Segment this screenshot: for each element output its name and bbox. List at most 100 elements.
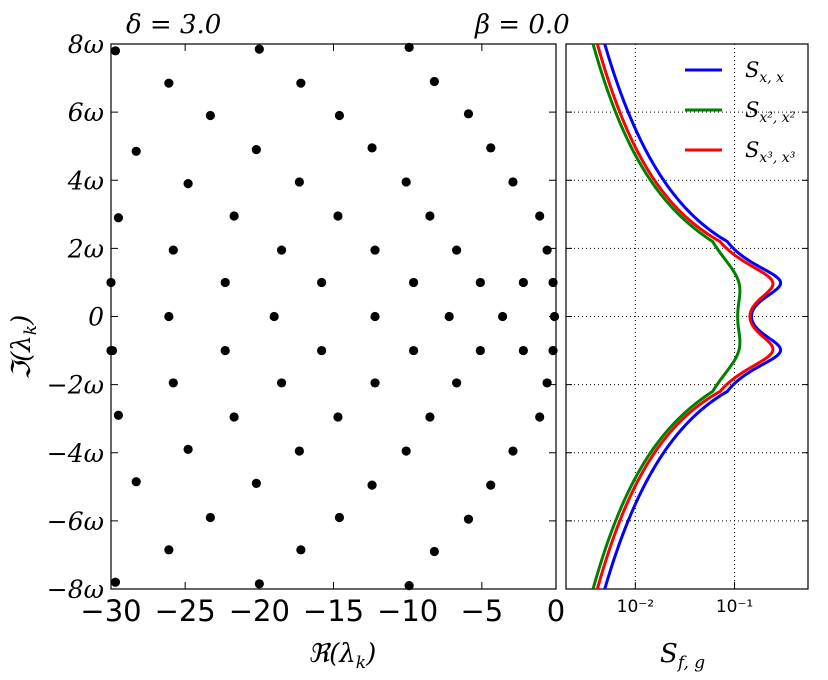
scatter-point [429, 546, 439, 557]
scatter-point [294, 446, 304, 456]
x-axis-label-right: Sf, g [660, 639, 705, 673]
scatter-point [168, 378, 178, 388]
scatter-point [370, 378, 380, 388]
scatter-point [486, 480, 496, 490]
scatter-point [409, 345, 419, 356]
scatter-point [183, 179, 193, 189]
scatter-point [370, 245, 380, 255]
scatter-point [334, 110, 345, 121]
y-tick-label: −4ω [47, 439, 104, 468]
beta-title: β = 0.0 [474, 10, 570, 40]
scatter-point [333, 211, 343, 221]
scatter-point [535, 412, 545, 422]
y-tick-label: −6ω [47, 507, 104, 536]
y-axis-label-left: ℑ(λk) [7, 315, 41, 380]
scatter-point [107, 345, 118, 356]
scatter-point [164, 545, 174, 555]
scatter-point [463, 514, 474, 524]
y-tick-label: 8ω [68, 30, 104, 59]
scatter-point [508, 177, 518, 187]
scatter-point [164, 78, 174, 88]
scatter-x-ticks: −30 −25 −20 −15 −10 −5 0 [80, 44, 565, 628]
delta-title: δ = 3.0 [126, 10, 221, 40]
y-tick-label: 0 [88, 303, 104, 332]
scatter-point [401, 446, 411, 456]
scatter-point [452, 245, 462, 255]
scatter-point [548, 345, 558, 356]
scatter-point [276, 378, 287, 388]
legend: Sx, x Sx², x² Sx³, x³ [685, 58, 796, 166]
scatter-point [106, 277, 116, 288]
x-tick-label: −10 [377, 594, 438, 628]
scatter-point [131, 477, 141, 487]
scatter-point [404, 580, 414, 591]
spectrum-x-tick-label: 10⁻² [617, 597, 654, 617]
legend-label-sx2x2: Sx², x² [745, 98, 796, 126]
x-tick-label: 0 [547, 594, 565, 628]
legend-label-sx3x3: Sx³, x³ [745, 138, 796, 166]
x-tick-label: −5 [460, 594, 503, 628]
scatter-axes-frame [110, 43, 557, 590]
scatter-point [367, 480, 377, 490]
scatter-point [508, 446, 518, 456]
y-tick-label: −8ω [47, 575, 104, 604]
scatter-point [296, 545, 306, 555]
scatter-point [463, 109, 474, 119]
scatter-point [294, 177, 304, 187]
scatter-point [131, 146, 141, 156]
scatter-point [535, 211, 545, 221]
scatter-point [164, 311, 174, 322]
scatter-point [444, 311, 454, 322]
scatter-point [251, 478, 261, 489]
scatter-point [367, 143, 377, 153]
scatter-point [220, 345, 230, 356]
scatter-point [401, 177, 411, 187]
scatter-point [404, 42, 414, 53]
scatter-point [296, 78, 306, 88]
x-axis-label-left: ℜ(λk) [308, 639, 376, 673]
spectrum-lines [591, 44, 783, 589]
scatter-points [106, 42, 560, 591]
scatter-point [269, 311, 279, 322]
scatter-point [518, 277, 528, 288]
spectrum-line [595, 44, 775, 589]
spectrum-panel: 10⁻² 10⁻¹ Sx, x Sx², x² Sx³, x³ Sf, g [565, 43, 809, 673]
scatter-point [276, 245, 287, 255]
y-tick-label: 4ω [67, 166, 104, 195]
scatter-point [486, 143, 496, 153]
scatter-point [429, 76, 439, 87]
scatter-point [205, 512, 215, 523]
scatter-point [333, 412, 343, 422]
scatter-point [317, 345, 327, 356]
x-tick-label: −20 [229, 594, 290, 628]
x-tick-label: −25 [155, 594, 216, 628]
scatter-point [205, 110, 215, 121]
spectrum-grid [566, 44, 808, 589]
y-tick-label: −2ω [47, 371, 104, 400]
scatter-point [425, 211, 435, 221]
scatter-point [110, 46, 121, 56]
legend-label-sxx: Sx, x [745, 58, 784, 86]
scatter-point [518, 345, 528, 356]
spectrum-line [603, 44, 783, 589]
spectrum-x-ticks: 10⁻² 10⁻¹ [566, 43, 808, 617]
scatter-point [425, 412, 435, 422]
scatter-point [251, 144, 261, 155]
scatter-point [229, 211, 239, 221]
spectrum-x-tick-label: 10⁻¹ [716, 597, 753, 617]
scatter-point [409, 277, 419, 288]
spectrum-line [591, 44, 742, 589]
scatter-point [113, 410, 124, 420]
scatter-point [183, 444, 193, 454]
scatter-point [113, 213, 124, 223]
scatter-point [229, 412, 239, 422]
x-tick-label: −15 [303, 594, 364, 628]
scatter-point [475, 277, 485, 288]
x-tick-label: −30 [80, 594, 141, 628]
scatter-point [542, 378, 552, 388]
y-tick-label: 6ω [68, 98, 104, 127]
scatter-point [548, 277, 558, 288]
scatter-point [317, 277, 327, 288]
scatter-point [452, 378, 462, 388]
